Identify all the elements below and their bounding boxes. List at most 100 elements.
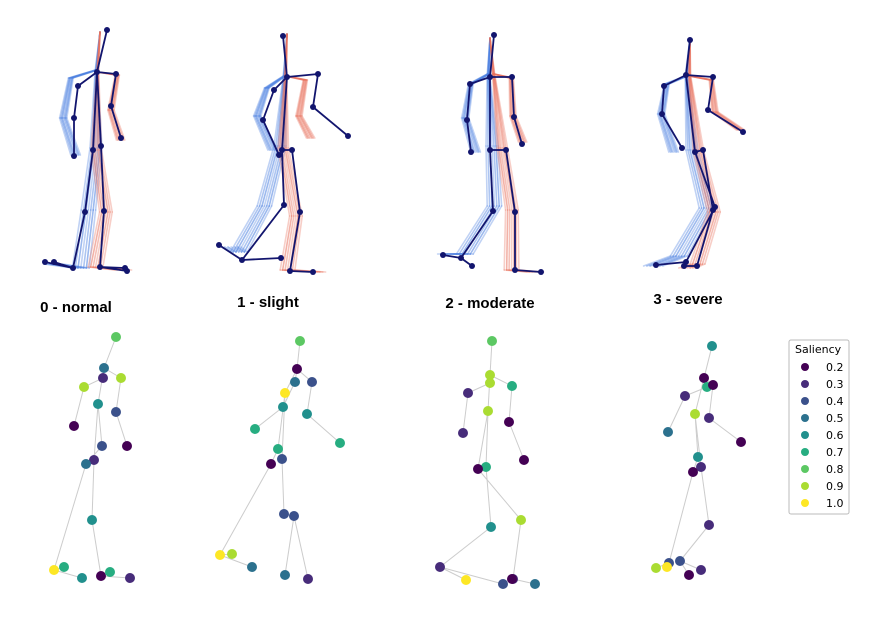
left-side-bone [258, 87, 270, 117]
left-side-bone [497, 145, 503, 207]
saliency-joint [696, 462, 706, 472]
left-side-bone [659, 113, 673, 153]
right-side-bone [89, 211, 103, 268]
saliency-bone [97, 403, 103, 447]
right-side-bone [297, 115, 311, 139]
left-side-bone [467, 117, 482, 153]
keyframe-joint [279, 147, 285, 153]
saliency-bone [694, 377, 705, 415]
keyframe-joint [487, 74, 493, 80]
left-side-bone [656, 113, 670, 153]
right-side-bone [517, 209, 520, 271]
saliency-joint [266, 459, 276, 469]
left-side-bone [71, 209, 82, 269]
saliency-joint [292, 364, 302, 374]
left-side-bone [467, 83, 475, 119]
left-side-bone [687, 149, 703, 209]
right-side-bone [515, 115, 528, 143]
left-side-bone [461, 83, 471, 119]
keyframe-bone [72, 211, 86, 269]
keyframe-joint [687, 37, 693, 43]
saliency-bone [115, 377, 122, 413]
keyframe-joint [289, 147, 295, 153]
left-side-bone [691, 149, 708, 209]
saliency-joint [699, 373, 709, 383]
left-side-bone [61, 77, 71, 119]
right-side-bone [284, 147, 299, 217]
right-side-bone [283, 33, 288, 77]
saliency-joint [289, 511, 299, 521]
left-side-bone [252, 115, 269, 151]
right-side-bone [277, 75, 286, 149]
keyframe-joint [519, 141, 525, 147]
legend-swatch [801, 380, 809, 388]
left-side-bone [243, 205, 271, 253]
panel-caption-slight: 1 - slight [237, 294, 299, 311]
right-side-bone [285, 147, 301, 217]
keyframe-joint [490, 208, 496, 214]
keyframe-bone [110, 105, 122, 139]
saliency-joint [122, 441, 132, 451]
keyframe-joint [469, 263, 475, 269]
saliency-bone [708, 384, 714, 419]
left-side-bone [254, 87, 267, 117]
saliency-skeleton [49, 332, 135, 583]
right-side-bone [97, 211, 109, 268]
legend-title: Saliency [795, 343, 842, 356]
saliency-joint [87, 515, 97, 525]
legend-swatch [801, 431, 809, 439]
saliency-joint [111, 332, 121, 342]
saliency-bone [512, 519, 522, 580]
keyframe-joint [458, 255, 464, 261]
keyframe-bone [281, 76, 288, 151]
legend-swatch [801, 465, 809, 473]
keyframe-joint [683, 72, 689, 78]
keyframe-bone [469, 76, 491, 85]
saliency-joint [485, 378, 495, 388]
left-side-bone [61, 117, 75, 156]
saliency-bone [477, 410, 489, 470]
right-side-bone [99, 211, 111, 268]
saliency-bone [477, 468, 522, 521]
right-side-bone [298, 79, 307, 117]
saliency-joint [99, 363, 109, 373]
saliency-joint [507, 381, 517, 391]
keyframe-bone [77, 71, 98, 87]
right-side-bone [492, 73, 500, 149]
left-side-bone [224, 246, 234, 253]
left-side-bone [63, 117, 78, 156]
legend-label: 0.9 [826, 480, 844, 493]
right-side-bone [87, 211, 101, 268]
legend-swatch [801, 414, 809, 422]
keyframe-joint [71, 115, 77, 121]
keyframe-joint [512, 267, 518, 273]
left-side-bone [255, 115, 272, 151]
left-side-bone [258, 145, 277, 207]
right-side-bone [709, 79, 714, 113]
keyframe-joint [101, 208, 107, 214]
saliency-bone [254, 406, 284, 430]
keyframe-bone [84, 149, 94, 213]
keyframe-joint [51, 259, 57, 265]
right-side-bone [508, 77, 511, 117]
saliency-joint [458, 428, 468, 438]
right-side-bone [279, 215, 291, 271]
saliency-bone [667, 395, 686, 433]
right-side-bone [493, 73, 509, 149]
saliency-joint [215, 550, 225, 560]
keyframe-bone [96, 71, 102, 147]
saliency-joint [690, 409, 700, 419]
left-side-bone [89, 69, 96, 149]
right-side-bone [96, 31, 101, 73]
left-side-bone [460, 117, 472, 153]
left-side-bone [256, 145, 275, 207]
left-side-bone [493, 145, 498, 207]
saliency-bone [668, 471, 694, 564]
keyframe-joint [512, 209, 518, 215]
keyframe-joint [216, 242, 222, 248]
left-side-bone [82, 147, 93, 211]
saliency-joint [704, 413, 714, 423]
saliency-joint [507, 574, 517, 584]
keyframe-joint [82, 209, 88, 215]
left-side-bone [683, 207, 713, 257]
